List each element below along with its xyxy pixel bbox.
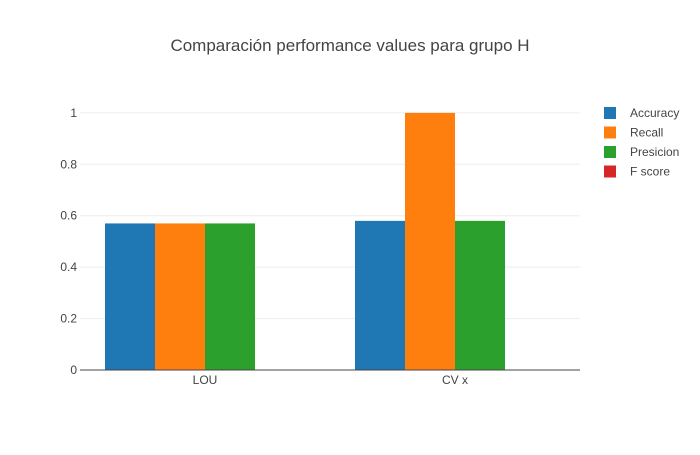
bar-presicion[interactable] <box>455 220 505 370</box>
y-tick-label: 0.2 <box>60 312 77 326</box>
legend-swatch[interactable] <box>604 146 616 158</box>
legend-label[interactable]: Recall <box>630 126 663 140</box>
y-tick-label: 0 <box>70 363 77 377</box>
bar-accuracy[interactable] <box>105 223 155 370</box>
bar-presicion[interactable] <box>205 223 255 370</box>
bar-recall[interactable] <box>155 223 205 370</box>
legend[interactable]: Accuracy Recall Presicion F score <box>604 106 679 179</box>
legend-swatch[interactable] <box>604 165 616 178</box>
bar-recall[interactable] <box>405 112 455 370</box>
x-tick-label: LOU <box>193 373 218 387</box>
legend-swatch[interactable] <box>604 107 616 119</box>
bars-layer <box>105 112 505 370</box>
x-tick-label: CV x <box>442 373 468 387</box>
chart-title: Comparación performance values para grup… <box>170 36 529 55</box>
y-tick-label: 0.8 <box>60 157 77 171</box>
y-tick-label: 0.6 <box>60 209 77 223</box>
bar-accuracy[interactable] <box>355 220 405 370</box>
legend-label[interactable]: Accuracy <box>630 106 679 120</box>
y-tick-label: 1 <box>70 106 77 120</box>
legend-label[interactable]: Presicion <box>630 145 679 159</box>
legend-swatch[interactable] <box>604 126 616 139</box>
legend-label[interactable]: F score <box>630 165 670 179</box>
axis-layer: 0 0.2 0.4 0.6 0.8 1 LOU CV x <box>60 106 580 387</box>
y-tick-label: 0.4 <box>60 260 77 274</box>
